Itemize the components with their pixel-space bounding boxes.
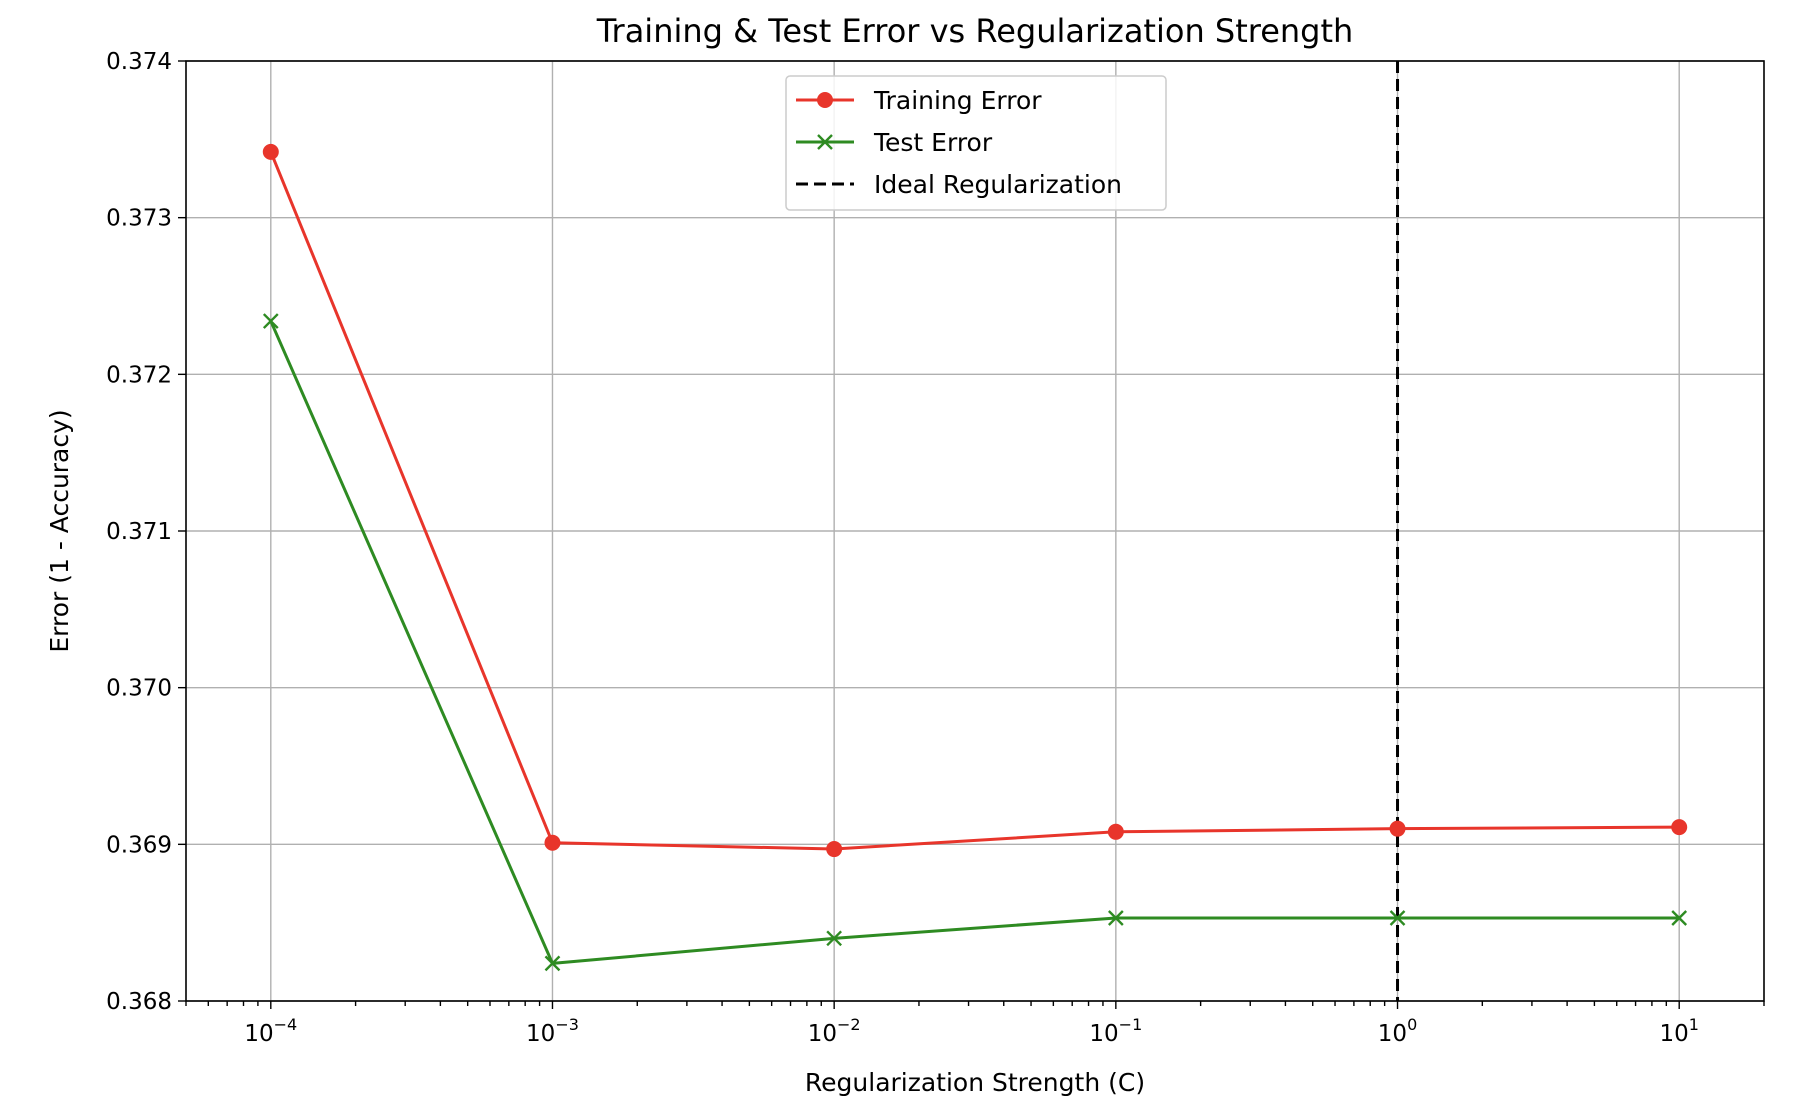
- y-tick-label: 0.373: [106, 206, 172, 232]
- legend-entry-ideal-regularization: Ideal Regularization: [796, 170, 1122, 199]
- test-error-point: [826, 930, 843, 947]
- y-tick-label: 0.369: [106, 832, 172, 858]
- legend: Training Error Test Error Ideal Regulariza…: [785, 75, 1167, 211]
- test-error-point: [1107, 910, 1124, 926]
- training-error-point: [1671, 819, 1688, 836]
- legend-label: Test Error: [873, 128, 993, 157]
- legend-entry-test-error: Test Error: [796, 128, 993, 157]
- test-error-point: [1671, 910, 1688, 926]
- x-tick-label: 10−1: [1089, 1015, 1142, 1047]
- training-error-line: [269, 151, 1680, 851]
- training-error-point: [1107, 823, 1124, 840]
- x-tick-label: 100: [1378, 1015, 1417, 1047]
- x-tick-label: 10−3: [526, 1015, 579, 1047]
- test-error-point: [1389, 910, 1406, 926]
- axis-ticks: 0.368 0.369 0.370 0.371 0.372 0.373 0.374 10−4 1…: [106, 49, 1765, 1047]
- test-error-point: [262, 313, 279, 329]
- series-layer: [262, 143, 1688, 972]
- chart-title: Training & Test Error vs Regularization …: [596, 12, 1354, 50]
- test-error-line: [269, 320, 1680, 965]
- grid: [186, 60, 1764, 1002]
- training-error-point: [544, 834, 561, 851]
- legend-entry-training-error: Training Error: [796, 86, 1042, 115]
- y-axis-label: Error (1 - Accuracy): [45, 409, 74, 652]
- y-tick-label: 0.371: [106, 519, 172, 545]
- x-tick-label: 101: [1659, 1015, 1698, 1047]
- x-tick-label: 10−2: [808, 1015, 861, 1047]
- test-error-point: [544, 955, 561, 972]
- y-tick-label: 0.374: [106, 49, 172, 75]
- y-tick-label: 0.370: [106, 676, 172, 702]
- legend-marker: [817, 92, 833, 108]
- training-error-point: [826, 841, 843, 858]
- legend-box: [785, 75, 1167, 211]
- legend-label: Training Error: [873, 86, 1042, 115]
- legend-marker: [817, 134, 833, 150]
- x-axis-label: Regularization Strength (C): [805, 1068, 1145, 1097]
- training-error-point: [262, 143, 279, 160]
- y-tick-label: 0.368: [106, 989, 172, 1015]
- training-error-point: [1389, 820, 1406, 837]
- y-tick-label: 0.372: [106, 362, 172, 388]
- legend-label: Ideal Regularization: [874, 170, 1122, 199]
- x-tick-label: 10−4: [244, 1015, 297, 1047]
